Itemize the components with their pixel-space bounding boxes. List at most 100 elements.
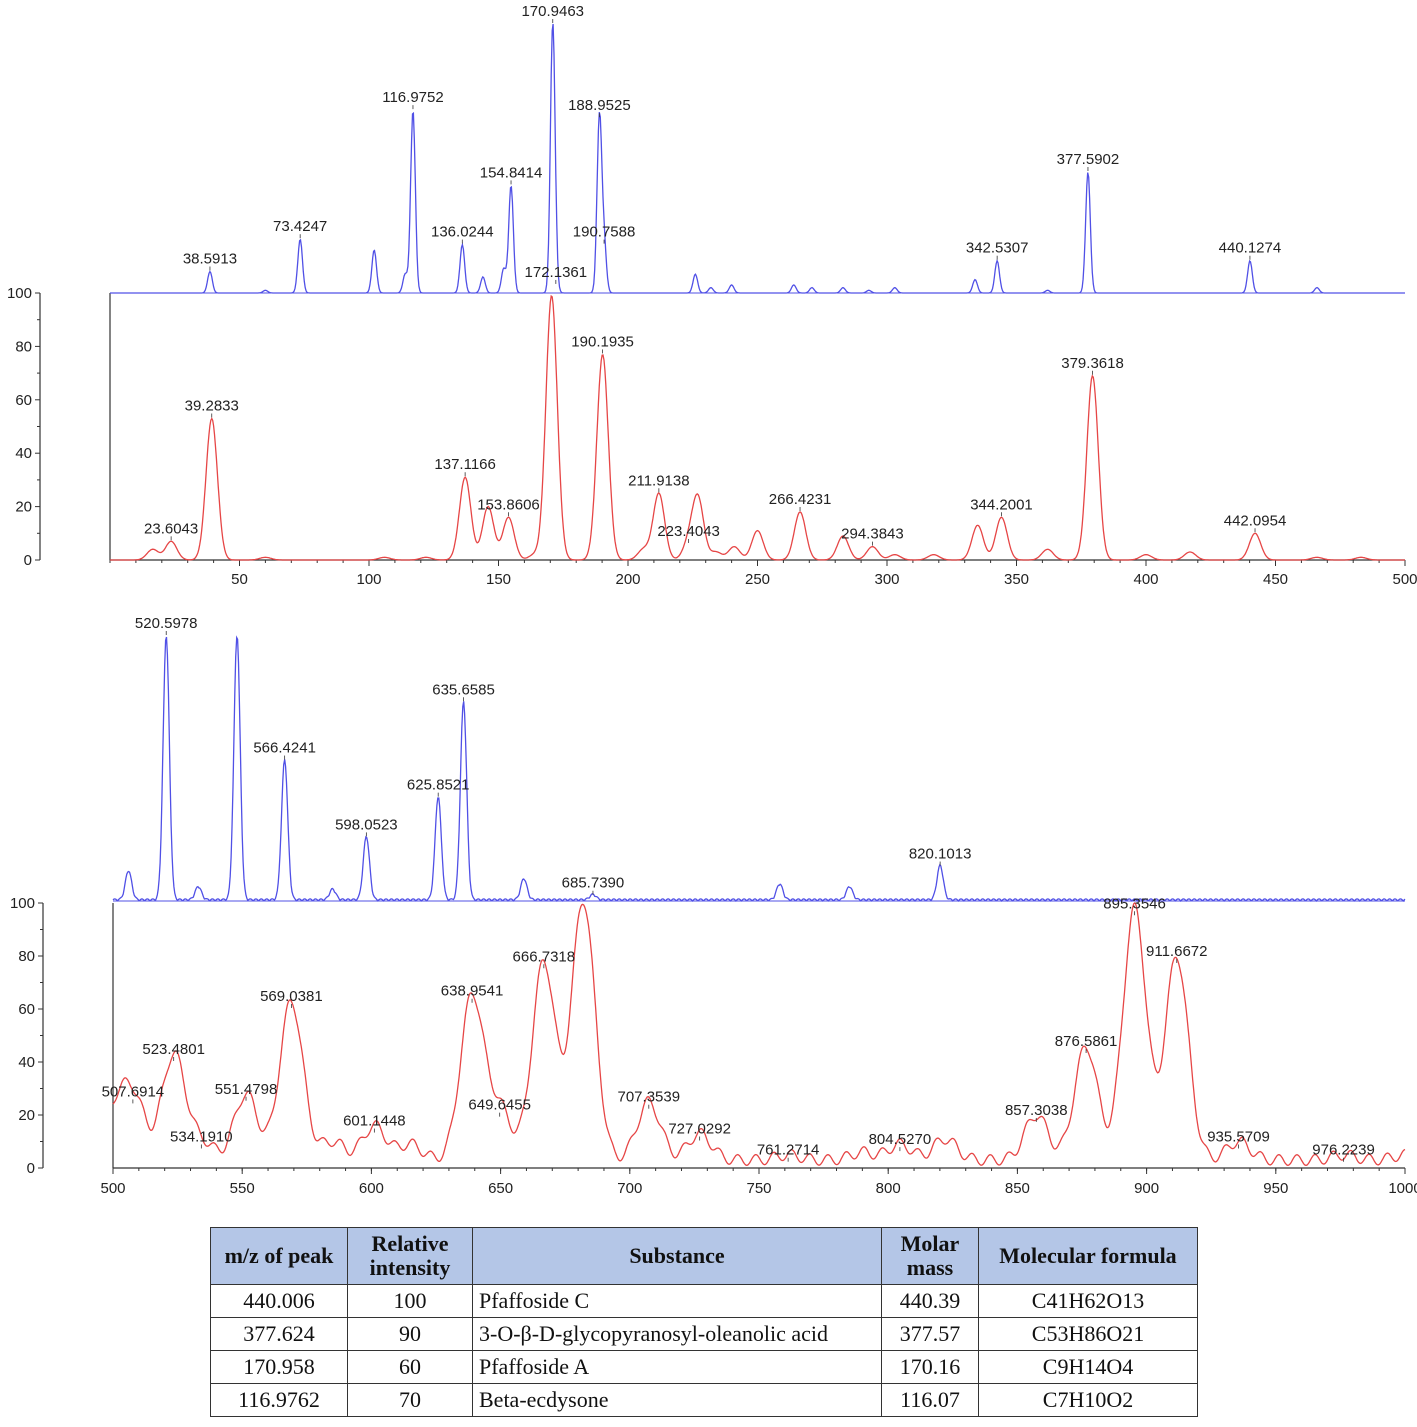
table-row: 440.006 100 Pfaffoside C 440.39 C41H62O1… xyxy=(210,1284,1198,1318)
table-row: 170.958 60 Pfaffoside A 170.16 C9H14O4 xyxy=(210,1350,1198,1384)
peak-label: 442.0954 xyxy=(1224,512,1287,529)
blue-spectrum-line xyxy=(112,635,1406,903)
peak-label: 685.7390 xyxy=(562,875,625,892)
peak-label: 170.9463 xyxy=(521,3,584,20)
y-tick-label: 40 xyxy=(18,1054,35,1071)
peak-label: 601.1448 xyxy=(343,1113,406,1130)
x-tick-label: 50 xyxy=(231,571,248,588)
header-molar-mass: Molar mass xyxy=(881,1227,979,1285)
cell-molecular-formula: C53H86O21 xyxy=(978,1317,1198,1351)
x-tick-label: 150 xyxy=(486,571,511,588)
cell-molar-mass: 440.39 xyxy=(881,1284,979,1318)
peak-label: 211.9138 xyxy=(628,472,689,489)
y-tick-label: 60 xyxy=(18,1001,35,1018)
cell-molar-mass: 377.57 xyxy=(881,1317,979,1351)
peak-label: 635.6585 xyxy=(432,681,495,698)
compound-table: m/z of peak Relative intensity Substance… xyxy=(210,1227,1198,1417)
peak-label: 294.3843 xyxy=(841,526,904,543)
red-spectrum-line xyxy=(112,902,1406,1166)
spectrum-panel-top: 0 20 40 60 80 100 50 100 150 200 250 300 350 400 450 50… xyxy=(7,3,1417,588)
peak-label: 379.3618 xyxy=(1061,355,1124,372)
cell-molar-mass: 170.16 xyxy=(881,1350,979,1384)
x-tick-label: 750 xyxy=(746,1180,771,1197)
peak-label: 223.4043 xyxy=(657,523,720,540)
peak-label: 137.1166 xyxy=(434,456,495,473)
x-tick-label: 850 xyxy=(1005,1180,1030,1197)
peak-label: 39.2833 xyxy=(185,397,239,414)
peak-label: 116.9752 xyxy=(382,89,443,106)
y-tick-label: 80 xyxy=(18,948,35,965)
cell-mz: 440.006 xyxy=(210,1284,348,1318)
peak-label: 154.8414 xyxy=(480,164,543,181)
peak-label: 857.3038 xyxy=(1005,1102,1068,1119)
cell-relative-intensity: 100 xyxy=(347,1284,473,1318)
x-tick-label: 550 xyxy=(230,1180,255,1197)
peak-label: 935.5709 xyxy=(1207,1128,1270,1145)
x-tick-label: 600 xyxy=(359,1180,384,1197)
peak-label: 895.3546 xyxy=(1103,895,1166,912)
cell-molecular-formula: C41H62O13 xyxy=(978,1284,1198,1318)
x-tick-label: 350 xyxy=(1004,571,1029,588)
header-relative-intensity: Relative intensity xyxy=(347,1227,473,1285)
peak-label: 38.5913 xyxy=(183,250,237,267)
y-tick-label: 20 xyxy=(18,1107,35,1124)
y-tick-label: 100 xyxy=(10,895,35,912)
blue-spectrum-line xyxy=(110,23,1405,294)
peak-label: 727.0292 xyxy=(668,1121,731,1138)
cell-mz: 170.958 xyxy=(210,1350,348,1384)
y-tick-label: 100 xyxy=(7,285,32,302)
peak-label: 820.1013 xyxy=(909,846,972,863)
peak-label: 976.2239 xyxy=(1312,1142,1375,1159)
peak-label: 638.9541 xyxy=(441,983,504,1000)
spectrum-panel-bottom: 0 20 40 60 80 100 500 550 600 650 700 750 800 850 900 9… xyxy=(10,615,1417,1197)
table-row: 377.624 90 3-O-β-D-glycopyranosyl-oleano… xyxy=(210,1317,1198,1351)
table-row: 116.9762 70 Beta-ecdysone 116.07 C7H10O2 xyxy=(210,1383,1198,1417)
peak-label: 190.7588 xyxy=(573,224,636,241)
peak-label: 804.5270 xyxy=(869,1131,932,1148)
red-spectrum-line xyxy=(110,294,1405,561)
cell-relative-intensity: 70 xyxy=(347,1383,473,1417)
cell-substance: Pfaffoside A xyxy=(472,1350,882,1384)
x-tick-label: 500 xyxy=(1392,571,1417,588)
x-tick-label: 800 xyxy=(876,1180,901,1197)
y-tick-label: 20 xyxy=(15,499,32,516)
peak-label: 911.6672 xyxy=(1146,943,1207,960)
cell-mz: 377.624 xyxy=(210,1317,348,1351)
y-tick-label: 0 xyxy=(24,552,32,569)
peak-label: 569.0381 xyxy=(260,988,323,1005)
peak-label: 707.3539 xyxy=(618,1089,681,1106)
header-molecular-formula: Molecular formula xyxy=(978,1227,1198,1285)
x-tick-label: 300 xyxy=(874,571,899,588)
y-tick-label: 60 xyxy=(15,392,32,409)
peak-label: 598.0523 xyxy=(335,816,398,833)
peak-label: 440.1274 xyxy=(1219,240,1282,257)
peak-label: 188.9525 xyxy=(568,97,631,114)
header-mz: m/z of peak xyxy=(210,1227,348,1285)
peak-label: 666.7318 xyxy=(513,948,576,965)
cell-mz: 116.9762 xyxy=(210,1383,348,1417)
x-tick-label: 400 xyxy=(1133,571,1158,588)
table-header-row: m/z of peak Relative intensity Substance… xyxy=(210,1227,1198,1285)
x-tick-label: 1000 xyxy=(1388,1180,1417,1197)
header-substance: Substance xyxy=(472,1227,882,1285)
peak-label: 342.5307 xyxy=(966,240,1029,257)
y-tick-label: 40 xyxy=(15,445,32,462)
x-tick-label: 200 xyxy=(615,571,640,588)
peak-label: 566.4241 xyxy=(253,740,316,757)
peak-label: 266.4231 xyxy=(769,491,832,508)
peak-label: 136.0244 xyxy=(431,224,494,241)
y-tick-label: 0 xyxy=(27,1160,35,1177)
x-tick-label: 500 xyxy=(100,1180,125,1197)
peak-label: 172.1361 xyxy=(525,264,588,281)
cell-molecular-formula: C9H14O4 xyxy=(978,1350,1198,1384)
peak-label: 523.4801 xyxy=(142,1041,205,1058)
cell-substance: Beta-ecdysone xyxy=(472,1383,882,1417)
peak-label: 876.5861 xyxy=(1055,1033,1118,1050)
cell-molecular-formula: C7H10O2 xyxy=(978,1383,1198,1417)
x-tick-label: 450 xyxy=(1263,571,1288,588)
peak-label: 649.6455 xyxy=(468,1097,531,1114)
peak-label: 625.8521 xyxy=(407,777,470,794)
cell-substance: 3-O-β-D-glycopyranosyl-oleanolic acid xyxy=(472,1317,882,1351)
peak-label: 551.4798 xyxy=(215,1081,278,1098)
